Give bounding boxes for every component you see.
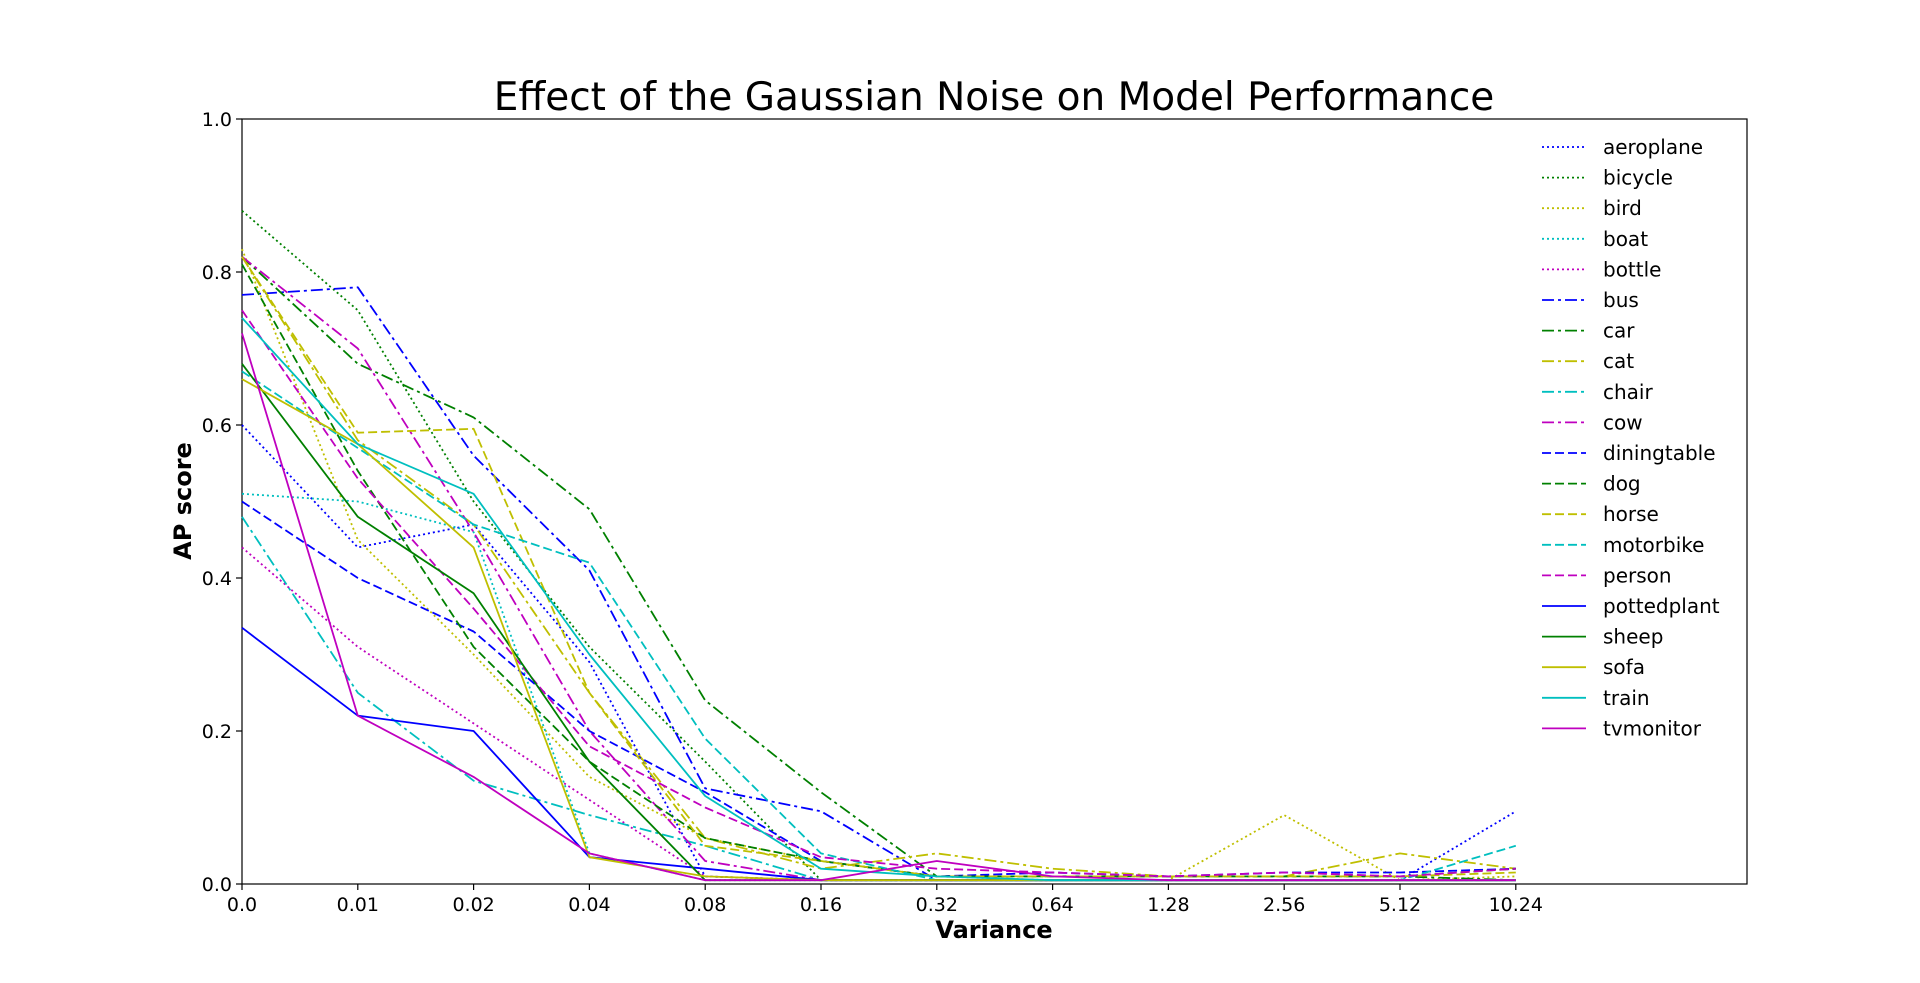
series-line-horse	[241, 256, 1516, 878]
legend-label-horse: horse	[1603, 502, 1659, 526]
legend-label-motorbike: motorbike	[1603, 533, 1704, 557]
legend-label-bird: bird	[1603, 196, 1642, 220]
series-line-sheep	[241, 363, 1516, 882]
series-line-car	[241, 256, 1516, 882]
y-tick-label: 0.0	[202, 874, 232, 896]
series-line-bottle	[241, 546, 1516, 882]
series-line-bicycle	[241, 210, 1516, 882]
legend: aeroplane bicycle bird boat bottle bus car cat c…	[1542, 135, 1720, 740]
y-tick-label: 0.8	[202, 262, 232, 284]
x-axis-label: Variance	[935, 916, 1052, 944]
legend-label-car: car	[1603, 319, 1635, 343]
legend-label-sofa: sofa	[1603, 655, 1645, 679]
x-tick-label: 0.04	[568, 894, 610, 916]
series-line-diningtable	[241, 500, 1516, 878]
legend-label-boat: boat	[1603, 227, 1648, 251]
legend-label-tvmonitor: tvmonitor	[1603, 716, 1702, 740]
x-tick-label: 0.08	[684, 894, 726, 916]
x-tick-label: 0.0	[227, 894, 257, 916]
legend-label-bottle: bottle	[1603, 257, 1661, 281]
legend-label-pottedplant: pottedplant	[1603, 594, 1720, 618]
y-axis-label: AP score	[169, 442, 197, 560]
legend-label-dog: dog	[1603, 472, 1641, 496]
y-tick-label: 0.2	[202, 721, 232, 743]
legend-label-person: person	[1603, 563, 1672, 587]
series-line-motorbike	[241, 370, 1517, 882]
series-line-pottedplant	[241, 626, 1516, 882]
series-line-boat	[241, 492, 1516, 882]
legend-label-cow: cow	[1603, 410, 1643, 434]
x-tick-label: 5.12	[1379, 894, 1421, 916]
x-axis: 0.0 0.01 0.02 0.04 0.08 0.16 0.32 0.64 1.28 2.56 5…	[227, 884, 1543, 916]
series-line-tvmonitor	[241, 332, 1516, 882]
x-tick-label: 10.24	[1489, 894, 1543, 916]
x-tick-label: 0.32	[916, 894, 958, 916]
legend-label-sheep: sheep	[1603, 625, 1663, 649]
legend-label-bus: bus	[1603, 288, 1639, 312]
x-tick-label: 1.28	[1147, 894, 1189, 916]
series-line-dog	[241, 263, 1516, 878]
series-line-bird	[241, 248, 1516, 882]
legend-label-aeroplane: aeroplane	[1603, 135, 1703, 159]
y-tick-label: 0.4	[202, 568, 232, 590]
x-tick-label: 0.16	[800, 894, 842, 916]
series-line-cat	[241, 256, 1516, 878]
y-tick-label: 0.6	[202, 415, 232, 437]
series-line-sofa	[241, 378, 1516, 882]
legend-label-chair: chair	[1603, 380, 1653, 404]
y-axis: 0.0 0.2 0.4 0.6 0.8 1.0	[202, 109, 242, 896]
legend-label-train: train	[1603, 686, 1650, 710]
legend-label-cat: cat	[1603, 349, 1634, 373]
x-tick-label: 2.56	[1263, 894, 1305, 916]
series-lines	[241, 210, 1517, 882]
plot-area-frame	[241, 118, 1748, 885]
y-tick-label: 1.0	[202, 109, 232, 131]
series-line-aeroplane	[241, 424, 1517, 882]
series-line-train	[241, 317, 1516, 882]
series-line-cow	[241, 255, 1516, 882]
x-tick-label: 0.01	[337, 894, 379, 916]
series-line-bus	[241, 286, 1516, 882]
series-line-person	[241, 309, 1516, 878]
legend-label-bicycle: bicycle	[1603, 166, 1673, 190]
x-tick-label: 0.64	[1031, 894, 1073, 916]
series-line-chair	[241, 516, 1516, 882]
chart-title: Effect of the Gaussian Noise on Model Pe…	[494, 75, 1495, 120]
x-tick-label: 0.02	[452, 894, 494, 916]
legend-label-diningtable: diningtable	[1603, 441, 1716, 465]
